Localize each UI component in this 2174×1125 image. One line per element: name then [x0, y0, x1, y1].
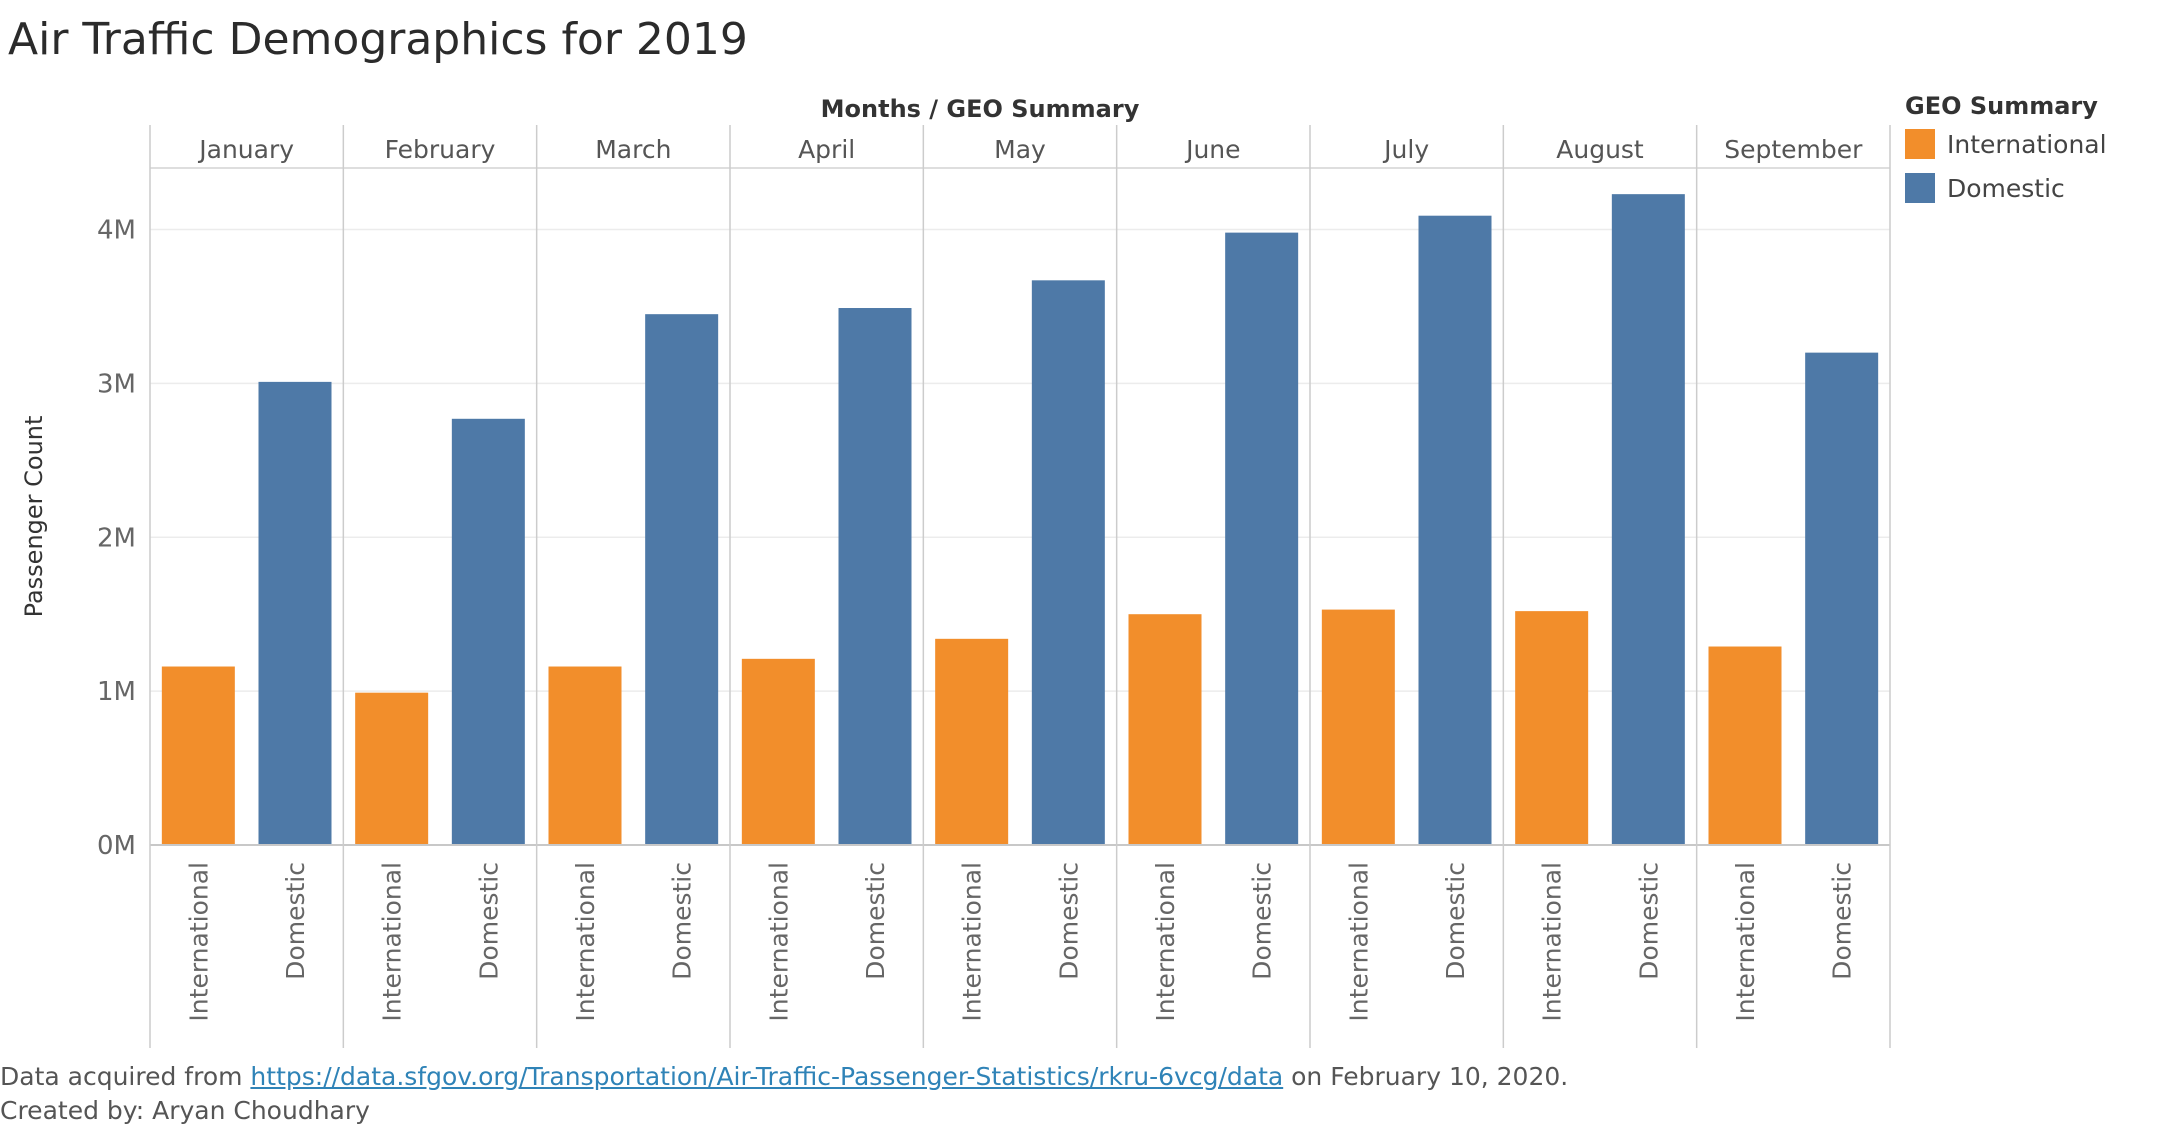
- month-label: September: [1724, 135, 1863, 164]
- bar-international-september: [1708, 646, 1782, 845]
- month-label: June: [1184, 135, 1240, 164]
- legend-item-international[interactable]: International: [1905, 124, 2107, 164]
- gridlines: [150, 228, 1890, 692]
- x-tick-label: International: [184, 862, 213, 1022]
- month-label: March: [595, 135, 671, 164]
- column-header: Months / GEO Summary: [821, 95, 1140, 123]
- bar-domestic-march: [645, 314, 719, 846]
- bar-international-april: [741, 658, 815, 845]
- bars: [161, 194, 1879, 846]
- bar-domestic-june: [1225, 232, 1299, 845]
- y-tick-label: 4M: [97, 216, 136, 246]
- bar-international-july: [1321, 609, 1395, 845]
- footer-source-link[interactable]: https://data.sfgov.org/Transportation/Ai…: [250, 1062, 1284, 1091]
- x-tick-label: Domestic: [474, 862, 503, 980]
- month-label: July: [1382, 135, 1429, 164]
- x-tick-label: Domestic: [281, 862, 310, 980]
- legend-label-international: International: [1947, 129, 2107, 159]
- x-tick-label: Domestic: [1441, 862, 1470, 980]
- y-tick-label: 2M: [97, 523, 136, 553]
- x-tick-label: Domestic: [1828, 862, 1857, 980]
- bar-domestic-july: [1418, 215, 1492, 845]
- legend-swatch-domestic: [1905, 173, 1935, 203]
- y-axis-label: Passenger Count: [20, 416, 48, 618]
- bar-international-january: [161, 666, 235, 845]
- legend-swatch-international: [1905, 129, 1935, 159]
- bar-domestic-september: [1805, 352, 1879, 845]
- x-tick-label: International: [1731, 862, 1760, 1022]
- x-tick-label: Domestic: [1634, 862, 1663, 980]
- x-tick-label: International: [958, 862, 987, 1022]
- bar-international-may: [935, 638, 1009, 845]
- y-tick-label: 0M: [97, 831, 136, 861]
- month-label: August: [1556, 135, 1644, 164]
- y-tick-label: 1M: [97, 677, 136, 707]
- x-tick-label: International: [1151, 862, 1180, 1022]
- bar-international-june: [1128, 614, 1202, 845]
- footer-suffix: on February 10, 2020.: [1283, 1062, 1569, 1091]
- bar-domestic-august: [1611, 194, 1685, 846]
- y-tick-label: 3M: [97, 369, 136, 399]
- month-label: May: [994, 135, 1046, 164]
- chart-labels: 0M 1M 2M 3M 4M Passenger Count Months / GEO Su…: [20, 95, 1863, 1022]
- bar-domestic-may: [1031, 280, 1105, 846]
- month-label: February: [385, 135, 496, 164]
- x-tick-label: Domestic: [1054, 862, 1083, 980]
- month-label: April: [798, 135, 855, 164]
- legend-title: GEO Summary: [1905, 92, 2098, 120]
- x-tick-label: International: [764, 862, 793, 1022]
- x-tick-label: Domestic: [1248, 862, 1277, 980]
- footer-source: Data acquired from https://data.sfgov.or…: [0, 1062, 1568, 1091]
- legend: GEO Summary International Domestic: [1905, 92, 2107, 208]
- legend-item-domestic[interactable]: Domestic: [1905, 168, 2107, 208]
- bar-international-march: [548, 666, 622, 845]
- legend-label-domestic: Domestic: [1947, 173, 2065, 203]
- x-tick-label: International: [571, 862, 600, 1022]
- bar-domestic-january: [258, 381, 332, 845]
- footer-prefix: Data acquired from: [0, 1062, 251, 1091]
- x-tick-label: Domestic: [668, 862, 697, 980]
- x-tick-label: International: [1344, 862, 1373, 1022]
- x-tick-label: Domestic: [861, 862, 890, 980]
- x-tick-label: International: [378, 862, 407, 1022]
- bar-international-august: [1515, 611, 1589, 845]
- chart-title: Air Traffic Demographics for 2019: [8, 14, 748, 65]
- bar-domestic-february: [451, 418, 525, 845]
- bar-international-february: [355, 692, 429, 845]
- chart-frame: [149, 125, 1891, 1048]
- bar-domestic-april: [838, 308, 912, 846]
- x-tick-label: International: [1538, 862, 1567, 1022]
- month-label: January: [197, 135, 294, 164]
- footer-credit: Created by: Aryan Choudhary: [0, 1096, 370, 1125]
